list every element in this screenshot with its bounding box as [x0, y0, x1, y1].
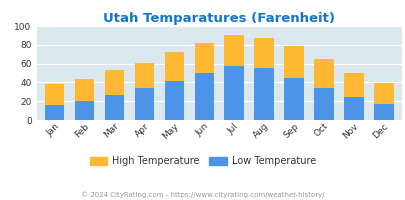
Bar	[134, 88, 154, 120]
Bar	[284, 46, 303, 78]
Bar	[45, 84, 64, 105]
Title: Utah Temparatures (Farenheit): Utah Temparatures (Farenheit)	[103, 12, 335, 25]
Bar	[313, 59, 333, 88]
Legend: High Temperature, Low Temperature: High Temperature, Low Temperature	[87, 153, 318, 169]
Bar	[134, 63, 154, 88]
Bar	[224, 35, 243, 66]
Bar	[164, 52, 183, 81]
Text: © 2024 CityRating.com - https://www.cityrating.com/weather-history/: © 2024 CityRating.com - https://www.city…	[81, 191, 324, 198]
Bar	[194, 73, 213, 120]
Bar	[284, 78, 303, 120]
Bar	[75, 79, 94, 101]
Bar	[373, 104, 393, 120]
Bar	[313, 88, 333, 120]
Bar	[254, 38, 273, 68]
Bar	[104, 95, 124, 120]
Bar	[164, 81, 183, 120]
Bar	[45, 105, 64, 120]
Bar	[194, 43, 213, 73]
Bar	[224, 66, 243, 120]
Bar	[75, 101, 94, 120]
Bar	[104, 70, 124, 95]
Bar	[373, 83, 393, 104]
Bar	[254, 68, 273, 120]
Bar	[343, 73, 363, 97]
Bar	[343, 97, 363, 120]
